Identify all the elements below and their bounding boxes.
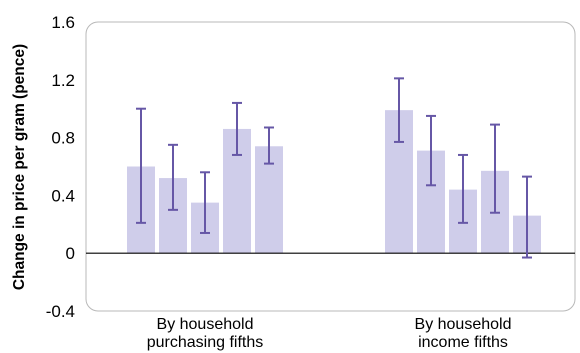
group-label-2: By household income fifths bbox=[415, 316, 512, 351]
error-bar-group-2-bar-5 bbox=[522, 175, 532, 259]
y-tick-label: 1.2 bbox=[51, 71, 75, 90]
y-axis-label: Change in price per gram (pence) bbox=[11, 44, 28, 290]
error-bar-group-1-bar-3 bbox=[200, 171, 210, 234]
error-bar-group-1-bar-1 bbox=[136, 107, 146, 224]
y-tick-label: 0 bbox=[66, 244, 75, 263]
error-bar-group-1-bar-2 bbox=[168, 143, 178, 211]
error-bar-group-2-bar-3 bbox=[458, 153, 468, 224]
y-tick-label: -0.4 bbox=[46, 302, 75, 321]
y-tick-label: 1.6 bbox=[51, 13, 75, 32]
y-axis-ticks: -0.4 0 0.4 0.8 1.2 1.6 bbox=[46, 13, 75, 321]
group-labels: By household purchasing fifths By househol… bbox=[147, 316, 512, 351]
y-tick-label: 0.8 bbox=[51, 129, 75, 148]
plot-frame bbox=[85, 21, 576, 312]
group-label-1: By household purchasing fifths bbox=[147, 316, 264, 351]
y-tick-label: 0.4 bbox=[51, 186, 75, 205]
bars-layer bbox=[127, 110, 541, 254]
error-bar-group-1-bar-4 bbox=[232, 101, 242, 156]
error-bar-group-2-bar-4 bbox=[490, 123, 500, 214]
error-bar-group-2-bar-2 bbox=[426, 114, 436, 187]
error-bar-group-1-bar-5 bbox=[264, 126, 274, 165]
error-bars-layer bbox=[136, 77, 532, 259]
error-bar-group-2-bar-1 bbox=[394, 77, 404, 143]
